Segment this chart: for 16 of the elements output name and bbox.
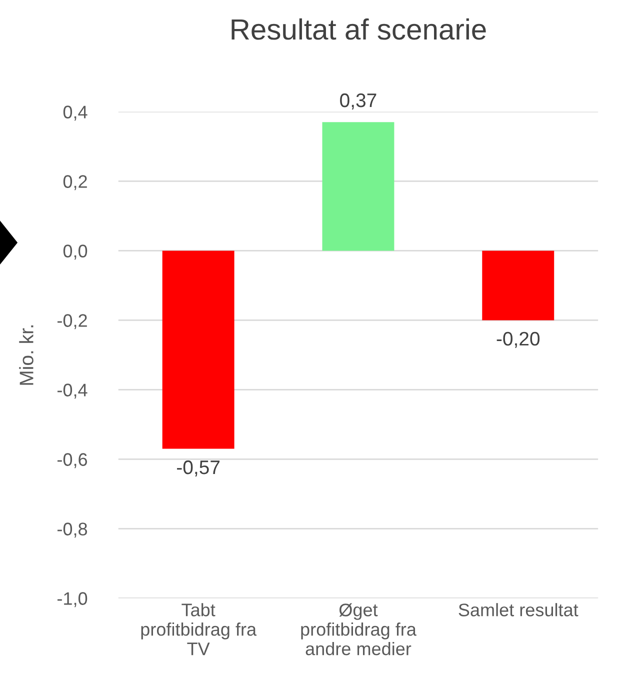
y-tick-label: -1,0 [58, 592, 88, 608]
y-tick-label: -0,2 [58, 314, 87, 330]
y-tick-label: -0,8 [58, 522, 88, 538]
y-tick-label: 0,2 [63, 175, 87, 190]
y-axis-title: Mio. kr. [19, 325, 34, 385]
chart-title: Resultat af scenarie [232, 18, 486, 40]
y-tick-label: -0,6 [58, 453, 88, 468]
data-label: 0,37 [340, 93, 376, 110]
y-tick-label: -0,4 [58, 384, 88, 399]
x-tick-label: Øget profitbidrag fra andre medier [301, 603, 416, 656]
data-label: -0,20 [496, 332, 540, 348]
x-tick-label: Samlet resultat [458, 603, 578, 616]
y-tick-label: 0,0 [63, 244, 88, 260]
y-tick-label: 0,4 [63, 106, 88, 121]
x-tick-label: Tabt profitbidrag fra TV [141, 603, 257, 656]
data-label: -0,57 [177, 460, 220, 476]
